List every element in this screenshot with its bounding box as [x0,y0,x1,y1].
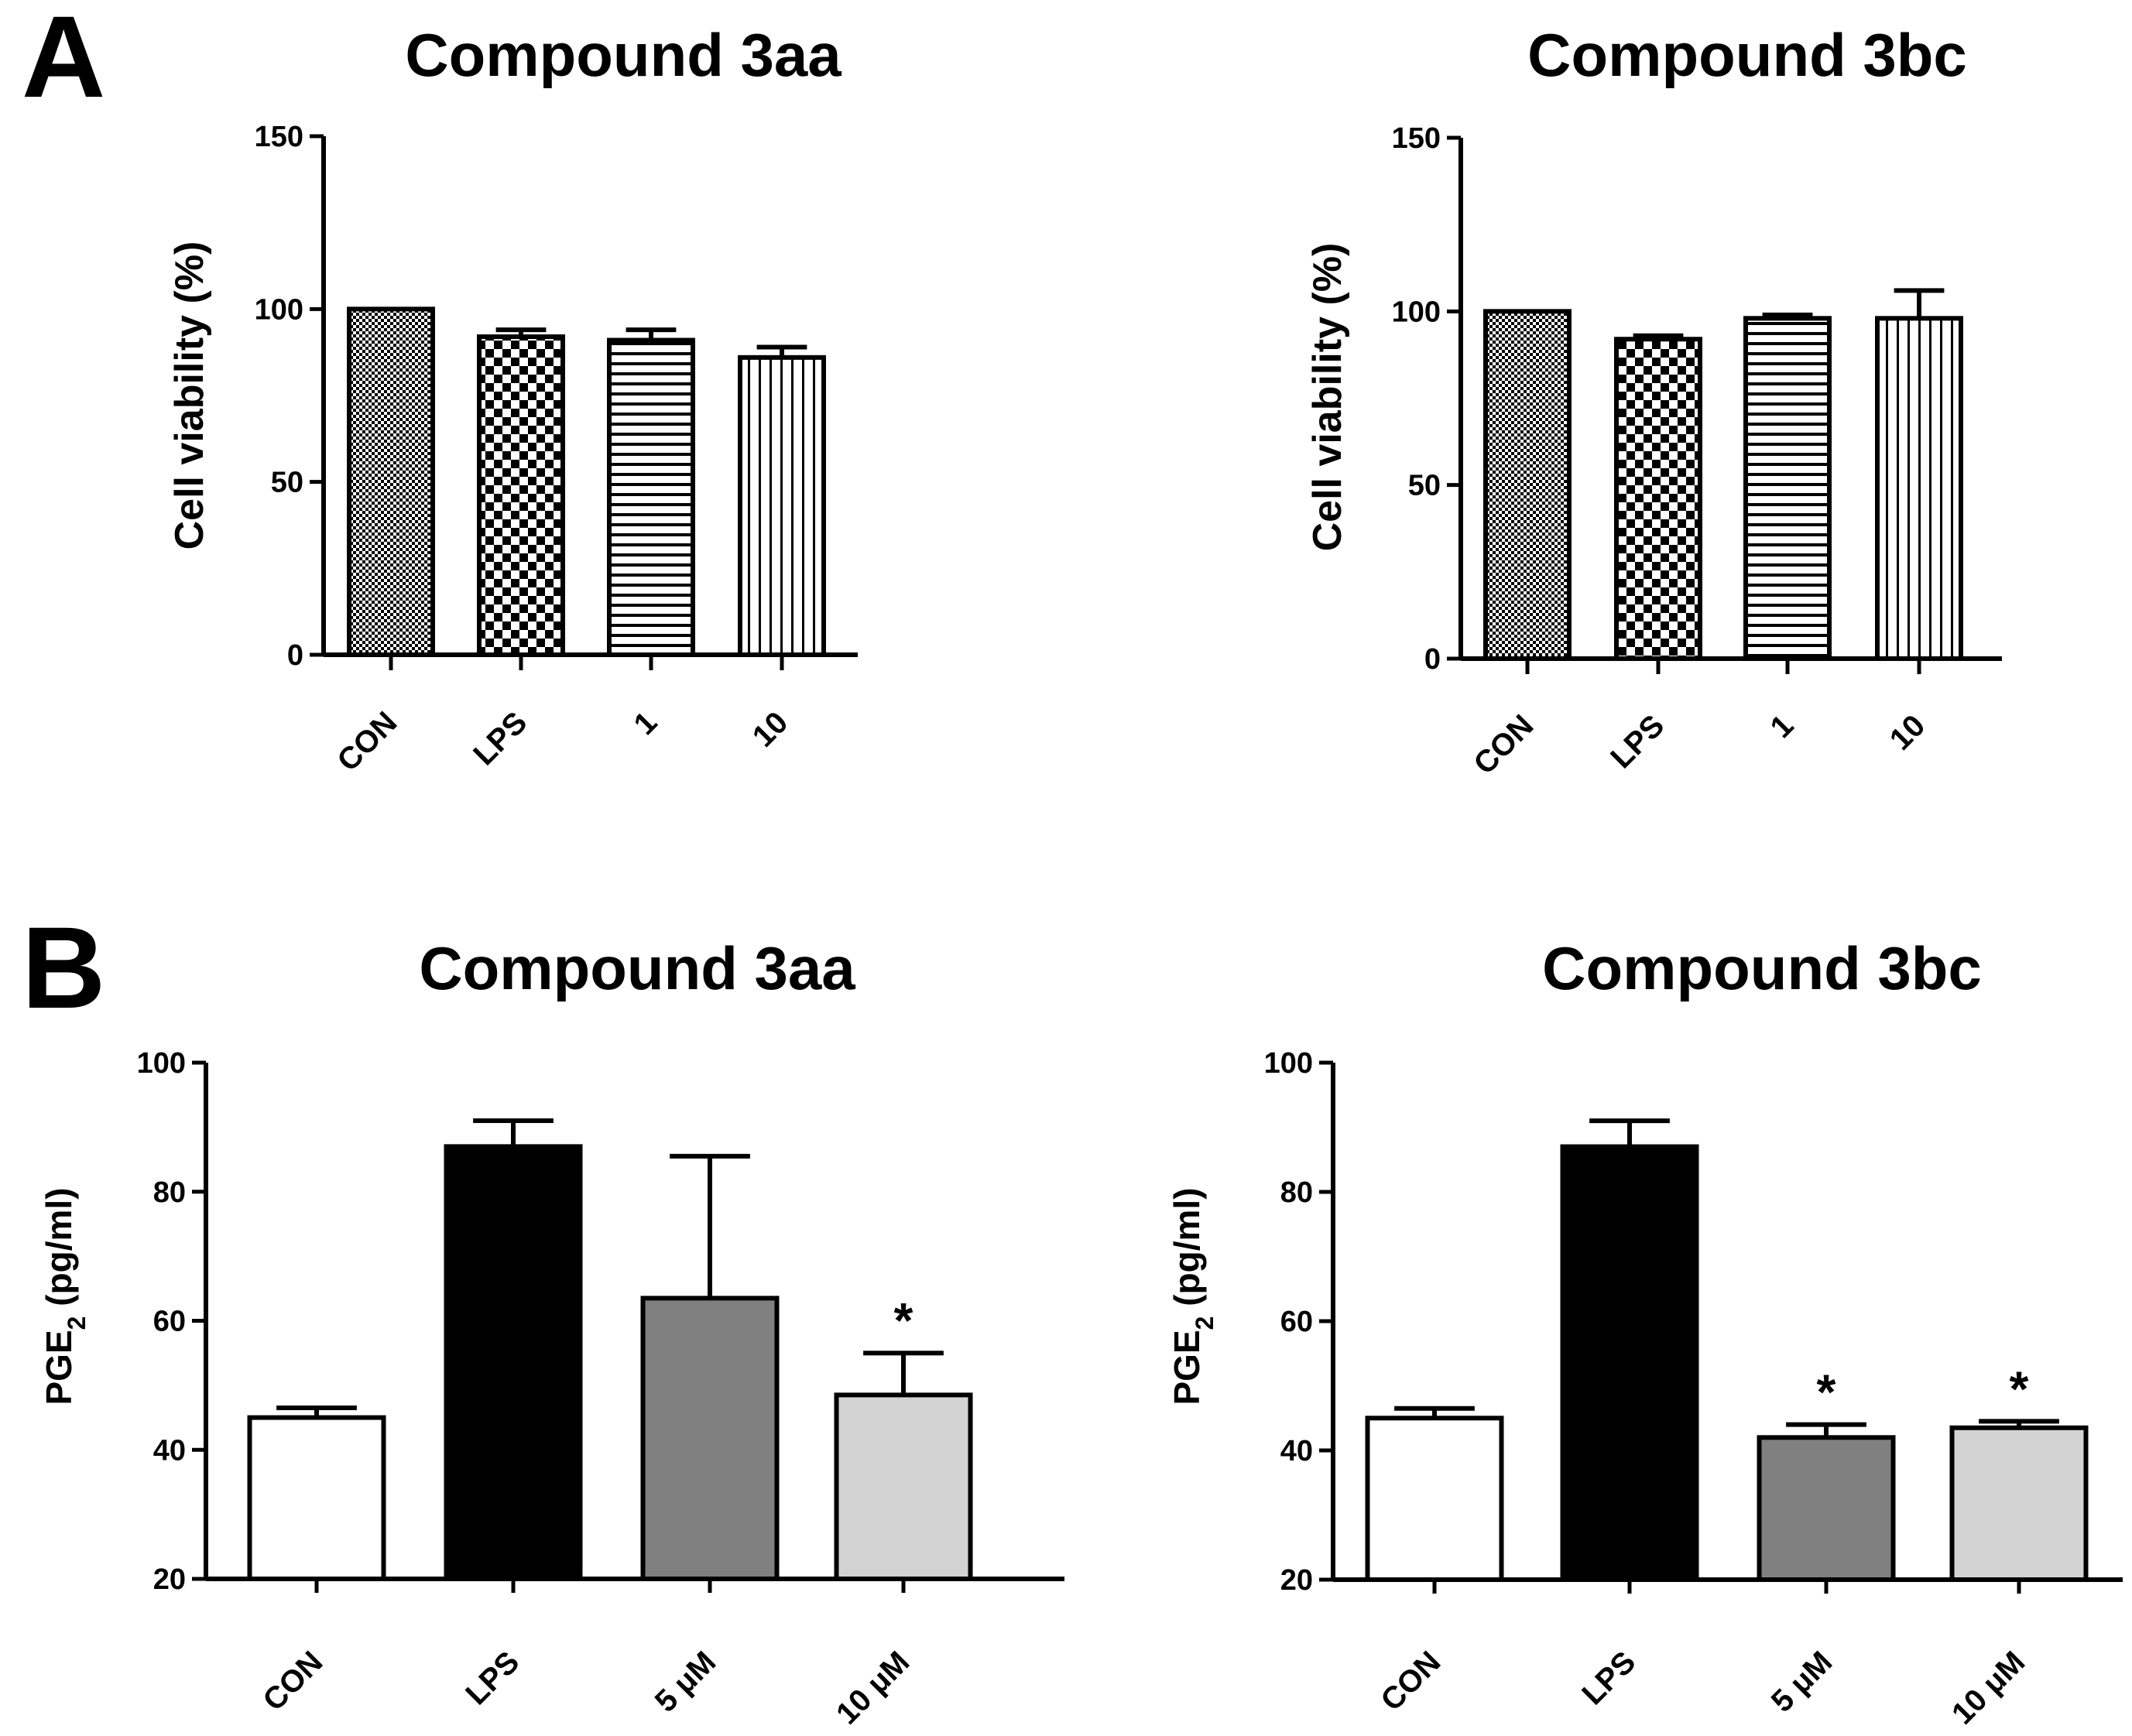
y-tick-label: 80 [1280,1176,1313,1209]
bar [1365,1416,1504,1582]
y-axis-label-sub: 2 [1191,1317,1219,1330]
y-tick-label: 150 [255,121,303,153]
y-axis-label: Cell viability (%) [167,241,212,550]
chart-title: Compound 3bc [1527,21,1967,89]
chart-b-compound-3bc: Compound 3bc PGE2 (pg/ml) CON LPS * 5 μM * 10 μ… [1167,934,2123,1731]
x-tick-label: CON [331,705,403,778]
y-axis-label-main: PGE [39,1330,79,1405]
y-axis-label: Cell viability (%) [1305,243,1350,552]
significance-marker: * [2010,1361,2029,1416]
x-tick-label: 10 μM [1945,1645,2031,1731]
y-tick-label: 100 [1264,1047,1313,1080]
x-tick-label: 1 [1764,708,1801,745]
y-tick-label: 60 [153,1306,186,1338]
bar [607,337,695,657]
y-axis-label-sub: 2 [63,1317,91,1330]
x-tick-label: CON [1374,1645,1447,1717]
bar [247,1415,386,1581]
y-tick-label: 0 [1424,643,1441,676]
y-axis-label-unit: (pg/ml) [39,1187,79,1316]
y-tick-label: 0 [287,639,303,672]
y-tick-label: 50 [1408,470,1441,502]
y-axis-label: PGE2 (pg/ml) [1167,1187,1219,1405]
bar [477,334,565,657]
y-tick-label: 40 [1280,1435,1313,1467]
panel-label-a: A [22,0,105,122]
y-tick-label: 60 [1280,1306,1313,1338]
bar [347,306,435,657]
y-axis-label-main: PGE [1167,1330,1207,1405]
x-tick-label: 5 μM [1765,1645,1839,1719]
bar [1743,316,1832,661]
y-axis-label-unit: (pg/ml) [1167,1187,1207,1316]
y-tick-label: 150 [1392,122,1441,155]
y-tick-label: 20 [153,1563,186,1596]
x-tick-label: 5 μM [649,1645,723,1719]
bar [640,1296,780,1581]
x-tick-label: 10 [746,705,795,754]
bar [1949,1425,2089,1583]
x-tick-label: 10 μM [830,1645,916,1731]
y-tick-label: 40 [153,1434,186,1467]
bar [1483,309,1572,661]
y-tick-label: 100 [255,293,303,326]
x-tick-label: 10 [1883,708,1932,757]
x-tick-label: CON [1467,708,1540,781]
y-tick-label: 100 [1392,296,1441,328]
y-axis-label: PGE2 (pg/ml) [39,1187,91,1405]
bar [1614,337,1702,661]
bar [444,1144,583,1581]
bar [1875,316,1963,661]
significance-marker: * [894,1293,913,1348]
chart-title: Compound 3aa [419,934,855,1002]
x-tick-label: LPS [459,1645,526,1711]
x-tick-label: LPS [1575,1645,1642,1711]
bar [1560,1144,1699,1583]
panel-label-b: B [22,902,105,1032]
bar [834,1392,973,1581]
bar [738,354,826,657]
y-tick-label: 80 [153,1176,186,1209]
chart-title: Compound 3bc [1542,934,1982,1002]
x-tick-label: CON [256,1645,329,1717]
significance-marker: * [1817,1364,1836,1420]
x-tick-label: 1 [628,705,664,741]
y-tick-label: 20 [1280,1564,1313,1597]
x-tick-label: LPS [1604,708,1671,775]
x-tick-label: LPS [467,705,533,772]
chart-b-compound-3aa: Compound 3aa PGE2 (pg/ml) CON LPS 5 μM * 10 μM… [39,934,1064,1731]
y-tick-label: 100 [137,1047,186,1080]
chart-title: Compound 3aa [405,21,841,89]
y-tick-label: 50 [271,467,303,499]
bar [1757,1435,1896,1583]
